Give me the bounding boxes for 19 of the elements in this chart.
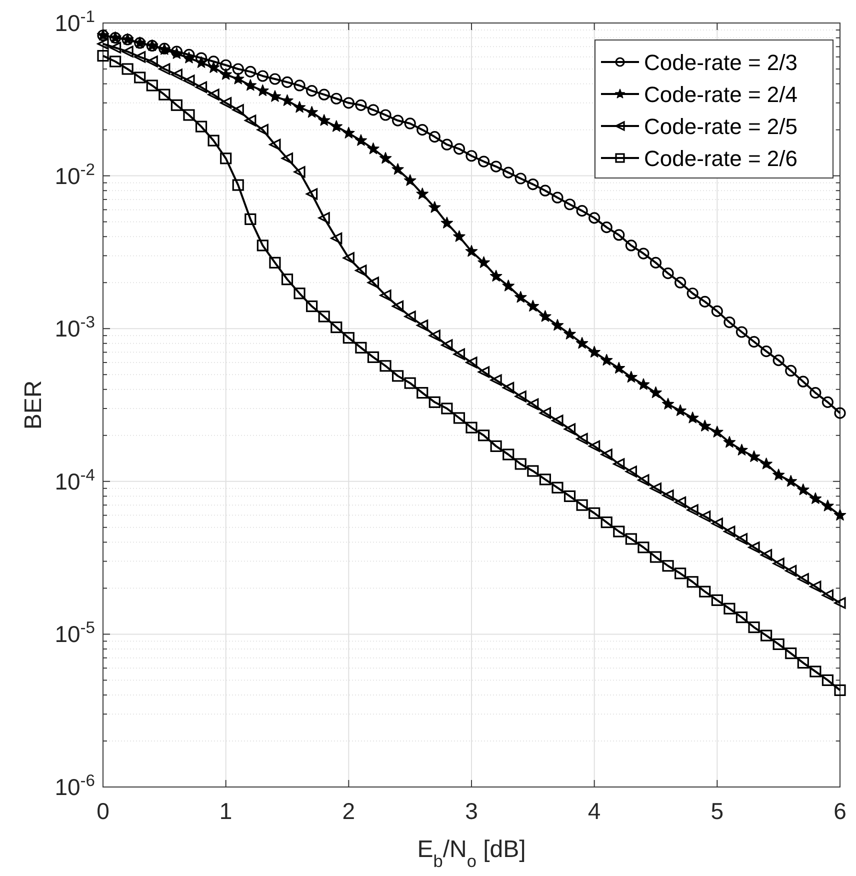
legend-label: Code-rate = 2/3 [644, 50, 798, 75]
x-tick-label: 2 [342, 798, 356, 824]
legend-label: Code-rate = 2/4 [644, 82, 798, 107]
y-tick-label: 10$^{-2}$ [54, 159, 95, 189]
x-tick-label: 0 [96, 798, 110, 824]
y-tick-label: 10$^{-5}$ [54, 618, 95, 648]
y-tick-label: 10$^{-1}$ [54, 6, 95, 36]
y-tick-label: 10$^{-6}$ [54, 770, 95, 800]
legend-label: Code-rate = 2/5 [644, 114, 798, 139]
y-tick-label: 10$^{-3}$ [54, 312, 95, 342]
x-tick-label: 3 [465, 798, 478, 824]
x-tick-label: 4 [588, 798, 601, 824]
legend-label: Code-rate = 2/6 [644, 146, 798, 171]
y-tick-label: 10$^{-4}$ [54, 464, 95, 494]
x-tick-label: 1 [219, 798, 232, 824]
x-axis-title: E$_{b}$/N$_{o}$ [dB] [417, 836, 526, 871]
x-tick-label: 6 [834, 798, 846, 824]
x-tick-label: 5 [710, 798, 724, 824]
y-axis-title: BER [20, 380, 47, 430]
